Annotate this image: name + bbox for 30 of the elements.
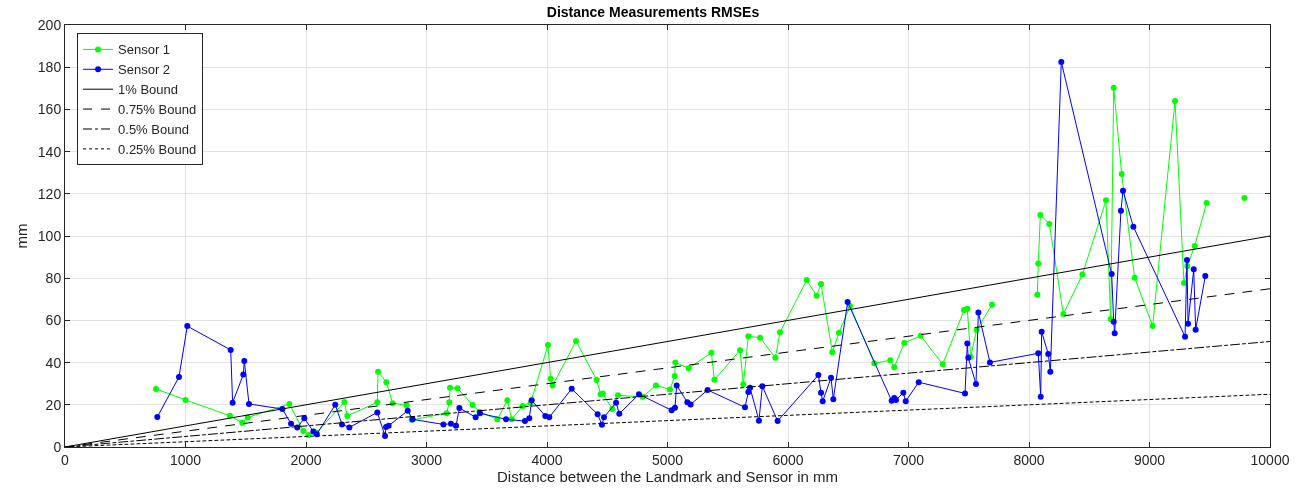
x-tick-label: 5000	[651, 451, 684, 468]
x-tick-label: 1000	[169, 451, 202, 468]
y-tick-label: 120	[37, 185, 62, 202]
legend-label: 0.75% Bound	[118, 102, 197, 118]
x-tick-label: 8000	[1013, 451, 1045, 468]
x-tick-label: 7000	[892, 451, 925, 468]
chart-title: Distance Measurements RMSEs	[546, 4, 760, 21]
y-tick-label: 180	[37, 59, 62, 76]
legend-label: 0.25% Bound	[118, 141, 197, 157]
y-tick-label: 100	[37, 227, 62, 244]
legend-label: Sensor 2	[118, 62, 171, 78]
x-axis-title: Distance between the Landmark and Sensor in mm	[496, 467, 839, 485]
x-tick-label: 3000	[410, 451, 443, 468]
y-axis-title: mm	[13, 223, 31, 249]
y-tick-label: 60	[45, 312, 62, 329]
y-tick-label: 80	[45, 270, 62, 287]
x-tick-label: 2000	[290, 451, 322, 468]
x-tick-label: 10000	[1250, 451, 1290, 468]
x-tick-label: 6000	[772, 451, 804, 468]
legend-label: Sensor 1	[118, 42, 171, 58]
y-tick-label: 20	[45, 396, 62, 413]
legend-label: 0.5% Bound	[118, 122, 189, 138]
y-tick-label: 40	[45, 354, 62, 371]
y-tick-label: 200	[37, 16, 62, 33]
y-tick-label: 140	[37, 143, 62, 160]
legend-label: 1% Bound	[118, 82, 179, 98]
x-tick-label: 9000	[1133, 451, 1166, 468]
x-tick-label: 4000	[531, 451, 563, 468]
y-tick-label: 160	[37, 101, 62, 118]
y-tick-label: 0	[53, 438, 62, 455]
